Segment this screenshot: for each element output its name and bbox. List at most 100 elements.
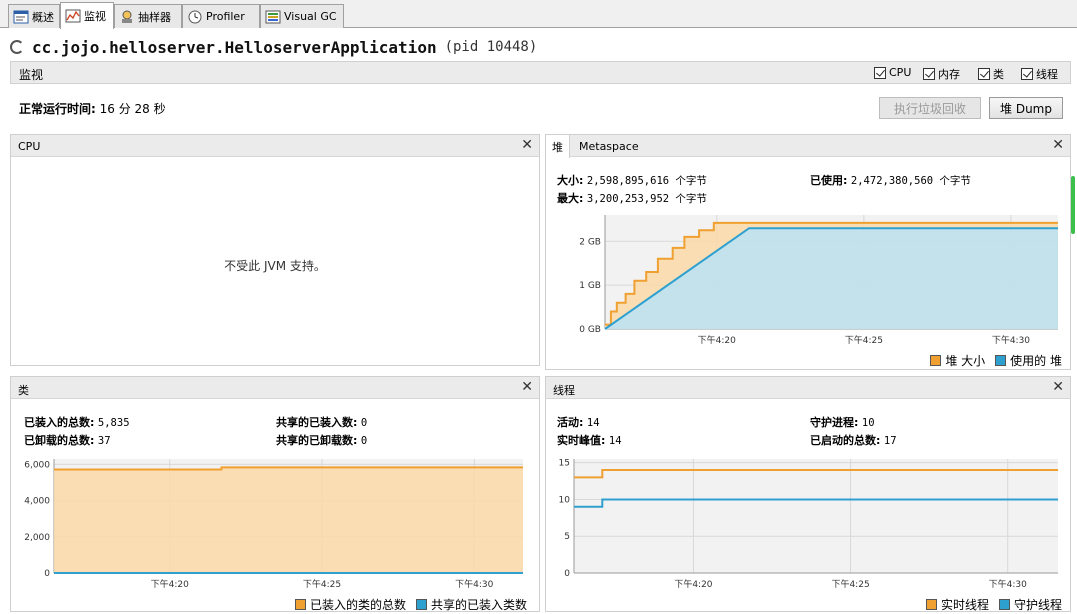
classes-panel-title: 类 [18,384,29,397]
section-title: 监视 [19,68,44,82]
tab-visual-gc-label: Visual GC [284,10,337,23]
x-tick-label: 下午4:25 [831,578,869,590]
classes-legend: 已装入的类的总数 共享的已装入类数 [285,596,527,613]
uptime: 正常运行时间: 16 分 28 秒 [19,100,166,117]
checkbox-cpu-box[interactable] [874,66,886,79]
cpu-panel-header: CPU ✕ [11,135,539,157]
heap-size-swatch [930,355,942,366]
threads-live-label: 活动: [557,416,584,429]
threads-peak-value: 14 [608,435,622,447]
heap-dump-button[interactable]: 堆 Dump [989,97,1063,119]
x-tick-label: 下午4:25 [303,578,341,590]
y-tick-label: 0 [564,569,570,579]
y-tick-label: 1 GB [579,281,601,291]
classes-panel-header: 类 ✕ [11,377,539,399]
classes-loaded: 已装入的总数: 5,835 [24,414,130,430]
y-tick-label: 0 [44,569,50,579]
vertical-scrollbar[interactable] [1069,170,1077,240]
heap-size-value: 2,598,895,616 个字节 [586,175,707,187]
tab-monitor[interactable]: 监视 [60,2,114,29]
perform-gc-button[interactable]: 执行垃圾回收 [879,97,981,119]
shared-loaded: 共享的已装入数: 0 [276,414,367,430]
monitor-icon [65,9,81,23]
threads-chart: 0 5 10 15 下午4:20 下午4:25 下午4:30 [559,459,1058,590]
y-tick-label: 2 GB [579,237,601,247]
threads-legend: 实时线程 守护线程 [916,596,1062,613]
tab-overview[interactable]: 概述 [8,4,60,28]
classes-chart: 0 2,000 4,000 6,000 下午4:20 下午4:25 下午4:30 [24,459,523,590]
checkbox-memory[interactable]: 内存 [923,66,960,82]
classes-panel: 类 ✕ 已装入的总数: 5,835 已卸载的总数: 37 共享的已装入数: 0 … [10,376,540,612]
x-tick-label: 下午4:20 [698,334,736,346]
tab-profiler[interactable]: Profiler [182,4,260,28]
cpu-panel-close-icon[interactable]: ✕ [521,137,533,153]
classes-legend-shared: 共享的已装入类数 [415,596,527,613]
heap-legend-used-label: 使用的 堆 [1010,354,1062,368]
tab-sampler[interactable]: 抽样器 [114,4,182,28]
heap-used-label: 已使用: [810,174,848,187]
sampler-icon [119,10,135,24]
threads-panel-title: 线程 [553,384,575,397]
classes-legend-loaded-label: 已装入的类的总数 [309,598,406,612]
tab-sampler-label: 抽样器 [138,10,171,24]
y-tick-label: 15 [559,459,570,469]
shared-unloaded-label: 共享的已卸载数: [276,434,358,447]
series-line-2 [604,227,1058,330]
tab-visual-gc[interactable]: Visual GC [260,4,344,28]
classes-unloaded-label: 已卸载的总数: [24,434,95,447]
heap-legend: 堆 大小 使用的 堆 [920,352,1062,369]
x-tick-label: 下午4:20 [151,578,189,590]
checkbox-memory-box[interactable] [923,68,935,80]
scrollbar-thumb[interactable] [1071,176,1075,234]
x-tick-label: 下午4:30 [992,334,1030,346]
classes-unloaded-value: 37 [97,435,111,447]
y-tick-label: 4,000 [24,497,50,507]
threads-legend-daemon-label: 守护线程 [1013,598,1062,612]
threads-legend-daemon: 守护线程 [998,596,1062,613]
tab-overview-label: 概述 [32,10,54,24]
classes-loaded-label: 已装入的总数: [24,416,95,429]
uptime-value: 16 分 28 秒 [99,102,166,116]
heap-tab[interactable]: 堆 [546,135,570,158]
metaspace-tab[interactable]: Metaspace [579,139,639,153]
shared-loaded-label: 共享的已装入数: [276,416,358,429]
checkbox-cpu[interactable]: CPU [874,66,911,79]
heap-used-swatch [995,355,1007,366]
checkbox-threads-box[interactable] [1021,68,1033,80]
tab-profiler-label: Profiler [206,10,245,23]
heap-legend-size-label: 堆 大小 [945,354,986,368]
heap-size: 大小: 2,598,895,616 个字节 [557,172,707,188]
threads-started: 已启动的总数: 17 [810,432,897,448]
series-area-1 [54,467,523,573]
threads-daemon-swatch [998,599,1010,610]
uptime-label: 正常运行时间: [19,102,96,116]
shared-unloaded: 共享的已卸载数: 0 [276,432,367,448]
y-tick-label: 0 GB [579,325,601,335]
classes-legend-shared-label: 共享的已装入类数 [430,598,527,612]
checkbox-classes-box[interactable] [978,68,990,80]
y-tick-label: 10 [559,495,571,505]
profiler-icon [187,10,203,24]
loading-spinner-icon [10,40,24,54]
classes-shared-swatch [415,599,427,610]
heap-panel-close-icon[interactable]: ✕ [1052,137,1064,153]
series-line-1 [54,466,523,471]
checkbox-cpu-label: CPU [889,66,912,79]
heap-max: 最大: 3,200,253,952 个字节 [557,190,707,206]
x-tick-label: 下午4:30 [455,578,493,590]
checkbox-threads[interactable]: 线程 [1021,66,1058,82]
process-id: (pid 10448) [444,39,538,55]
threads-live-value: 14 [586,417,600,429]
heap-legend-size: 堆 大小 [930,352,985,369]
classes-panel-close-icon[interactable]: ✕ [521,379,533,395]
plot-background [574,459,1058,573]
checkbox-classes[interactable]: 类 [978,66,1004,82]
threads-panel-close-icon[interactable]: ✕ [1052,379,1064,395]
shared-loaded-value: 0 [360,417,368,429]
shared-unloaded-value: 0 [360,435,368,447]
application-name: cc.jojo.helloserver.HelloserverApplicati… [32,37,437,57]
series-line-2 [574,498,1058,508]
classes-legend-loaded: 已装入的类的总数 [294,596,406,613]
cpu-unsupported-message: 不受此 JVM 支持。 [224,259,326,273]
application-title: cc.jojo.helloserver.HelloserverApplicati… [10,36,537,58]
